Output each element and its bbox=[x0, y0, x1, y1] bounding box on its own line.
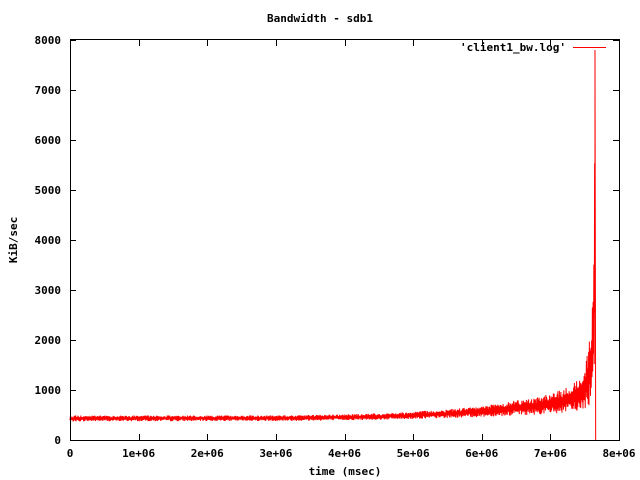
x-tick-label: 4e+06 bbox=[328, 447, 361, 460]
x-axis-label: time (msec) bbox=[309, 465, 382, 478]
y-tick-label: 7000 bbox=[35, 84, 62, 97]
y-tick-label: 3000 bbox=[35, 284, 62, 297]
plot-frame bbox=[70, 39, 620, 441]
x-tick-label: 8e+06 bbox=[602, 447, 635, 460]
y-tick-label: 1000 bbox=[35, 384, 62, 397]
series-line bbox=[69, 49, 597, 441]
x-tick-label: 5e+06 bbox=[397, 447, 430, 460]
x-tick-labels: 0 1e+06 2e+06 3e+06 4e+06 5e+06 6e+06 7e+06 8e+0… bbox=[67, 447, 636, 460]
legend-entry-label: 'client1_bw.log' bbox=[460, 41, 566, 54]
plot-area bbox=[69, 39, 620, 441]
x-tick-label: 3e+06 bbox=[259, 447, 292, 460]
y-tick-label: 2000 bbox=[35, 334, 62, 347]
y-tick-label: 6000 bbox=[35, 134, 62, 147]
y-axis-label: KiB/sec bbox=[7, 217, 20, 263]
series-layer bbox=[69, 49, 597, 441]
y-tick-label: 0 bbox=[54, 434, 61, 447]
chart-title: Bandwidth - sdb1 bbox=[267, 12, 373, 25]
x-tick-label: 7e+06 bbox=[534, 447, 567, 460]
legend: 'client1_bw.log' bbox=[460, 41, 606, 54]
axis-ticks bbox=[70, 40, 620, 441]
y-tick-label: 5000 bbox=[35, 184, 62, 197]
x-tick-label: 2e+06 bbox=[191, 447, 224, 460]
x-tick-label: 0 bbox=[67, 447, 74, 460]
y-tick-label: 4000 bbox=[35, 234, 62, 247]
x-tick-label: 6e+06 bbox=[465, 447, 498, 460]
y-tick-label: 8000 bbox=[35, 34, 62, 47]
y-tick-labels: 0 1000 2000 3000 4000 5000 6000 7000 8000 bbox=[35, 34, 62, 447]
x-tick-label: 1e+06 bbox=[122, 447, 155, 460]
